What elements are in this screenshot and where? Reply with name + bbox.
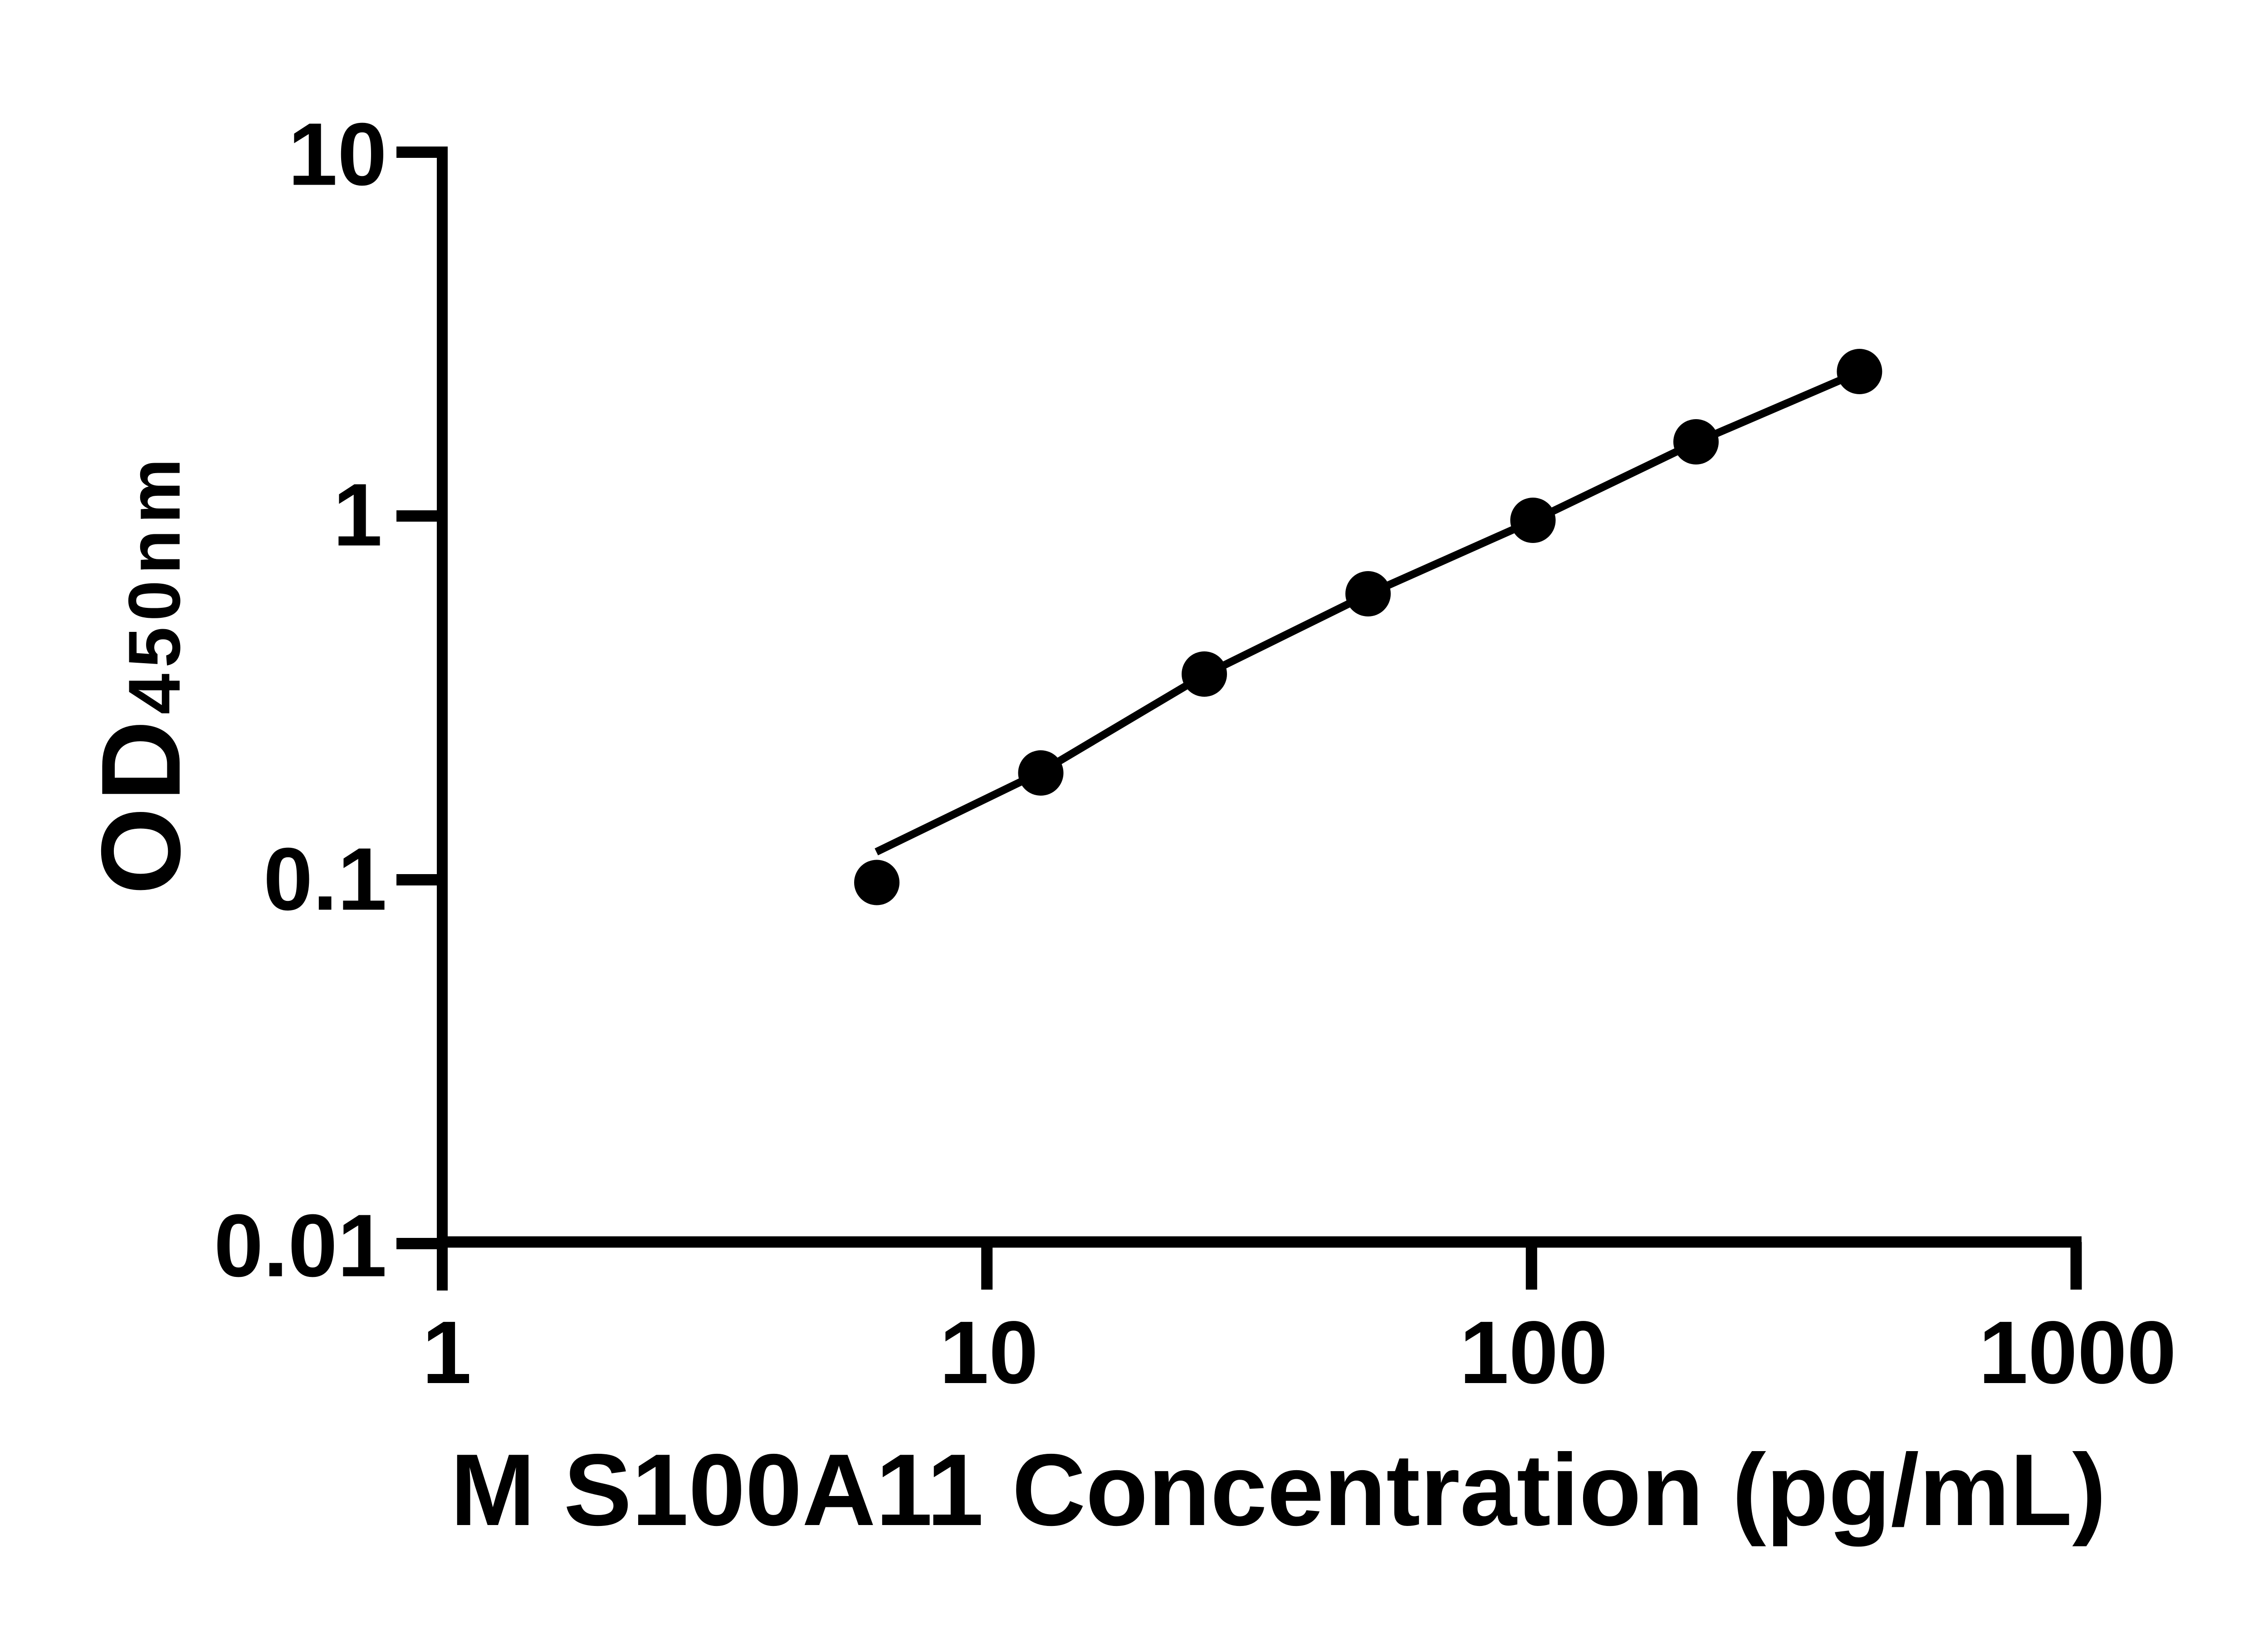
svg-text:10: 10 <box>288 105 387 204</box>
svg-text:M S100A11 Concentration (pg/mL: M S100A11 Concentration (pg/mL) <box>450 1433 2107 1547</box>
svg-text:0.01: 0.01 <box>214 1196 387 1296</box>
svg-text:1000: 1000 <box>1979 1303 2176 1402</box>
svg-text:10: 10 <box>939 1303 1038 1402</box>
svg-text:1: 1 <box>422 1303 471 1402</box>
svg-text:0.1: 0.1 <box>264 830 387 929</box>
svg-text:1: 1 <box>333 465 382 565</box>
svg-text:100: 100 <box>1459 1303 1608 1402</box>
